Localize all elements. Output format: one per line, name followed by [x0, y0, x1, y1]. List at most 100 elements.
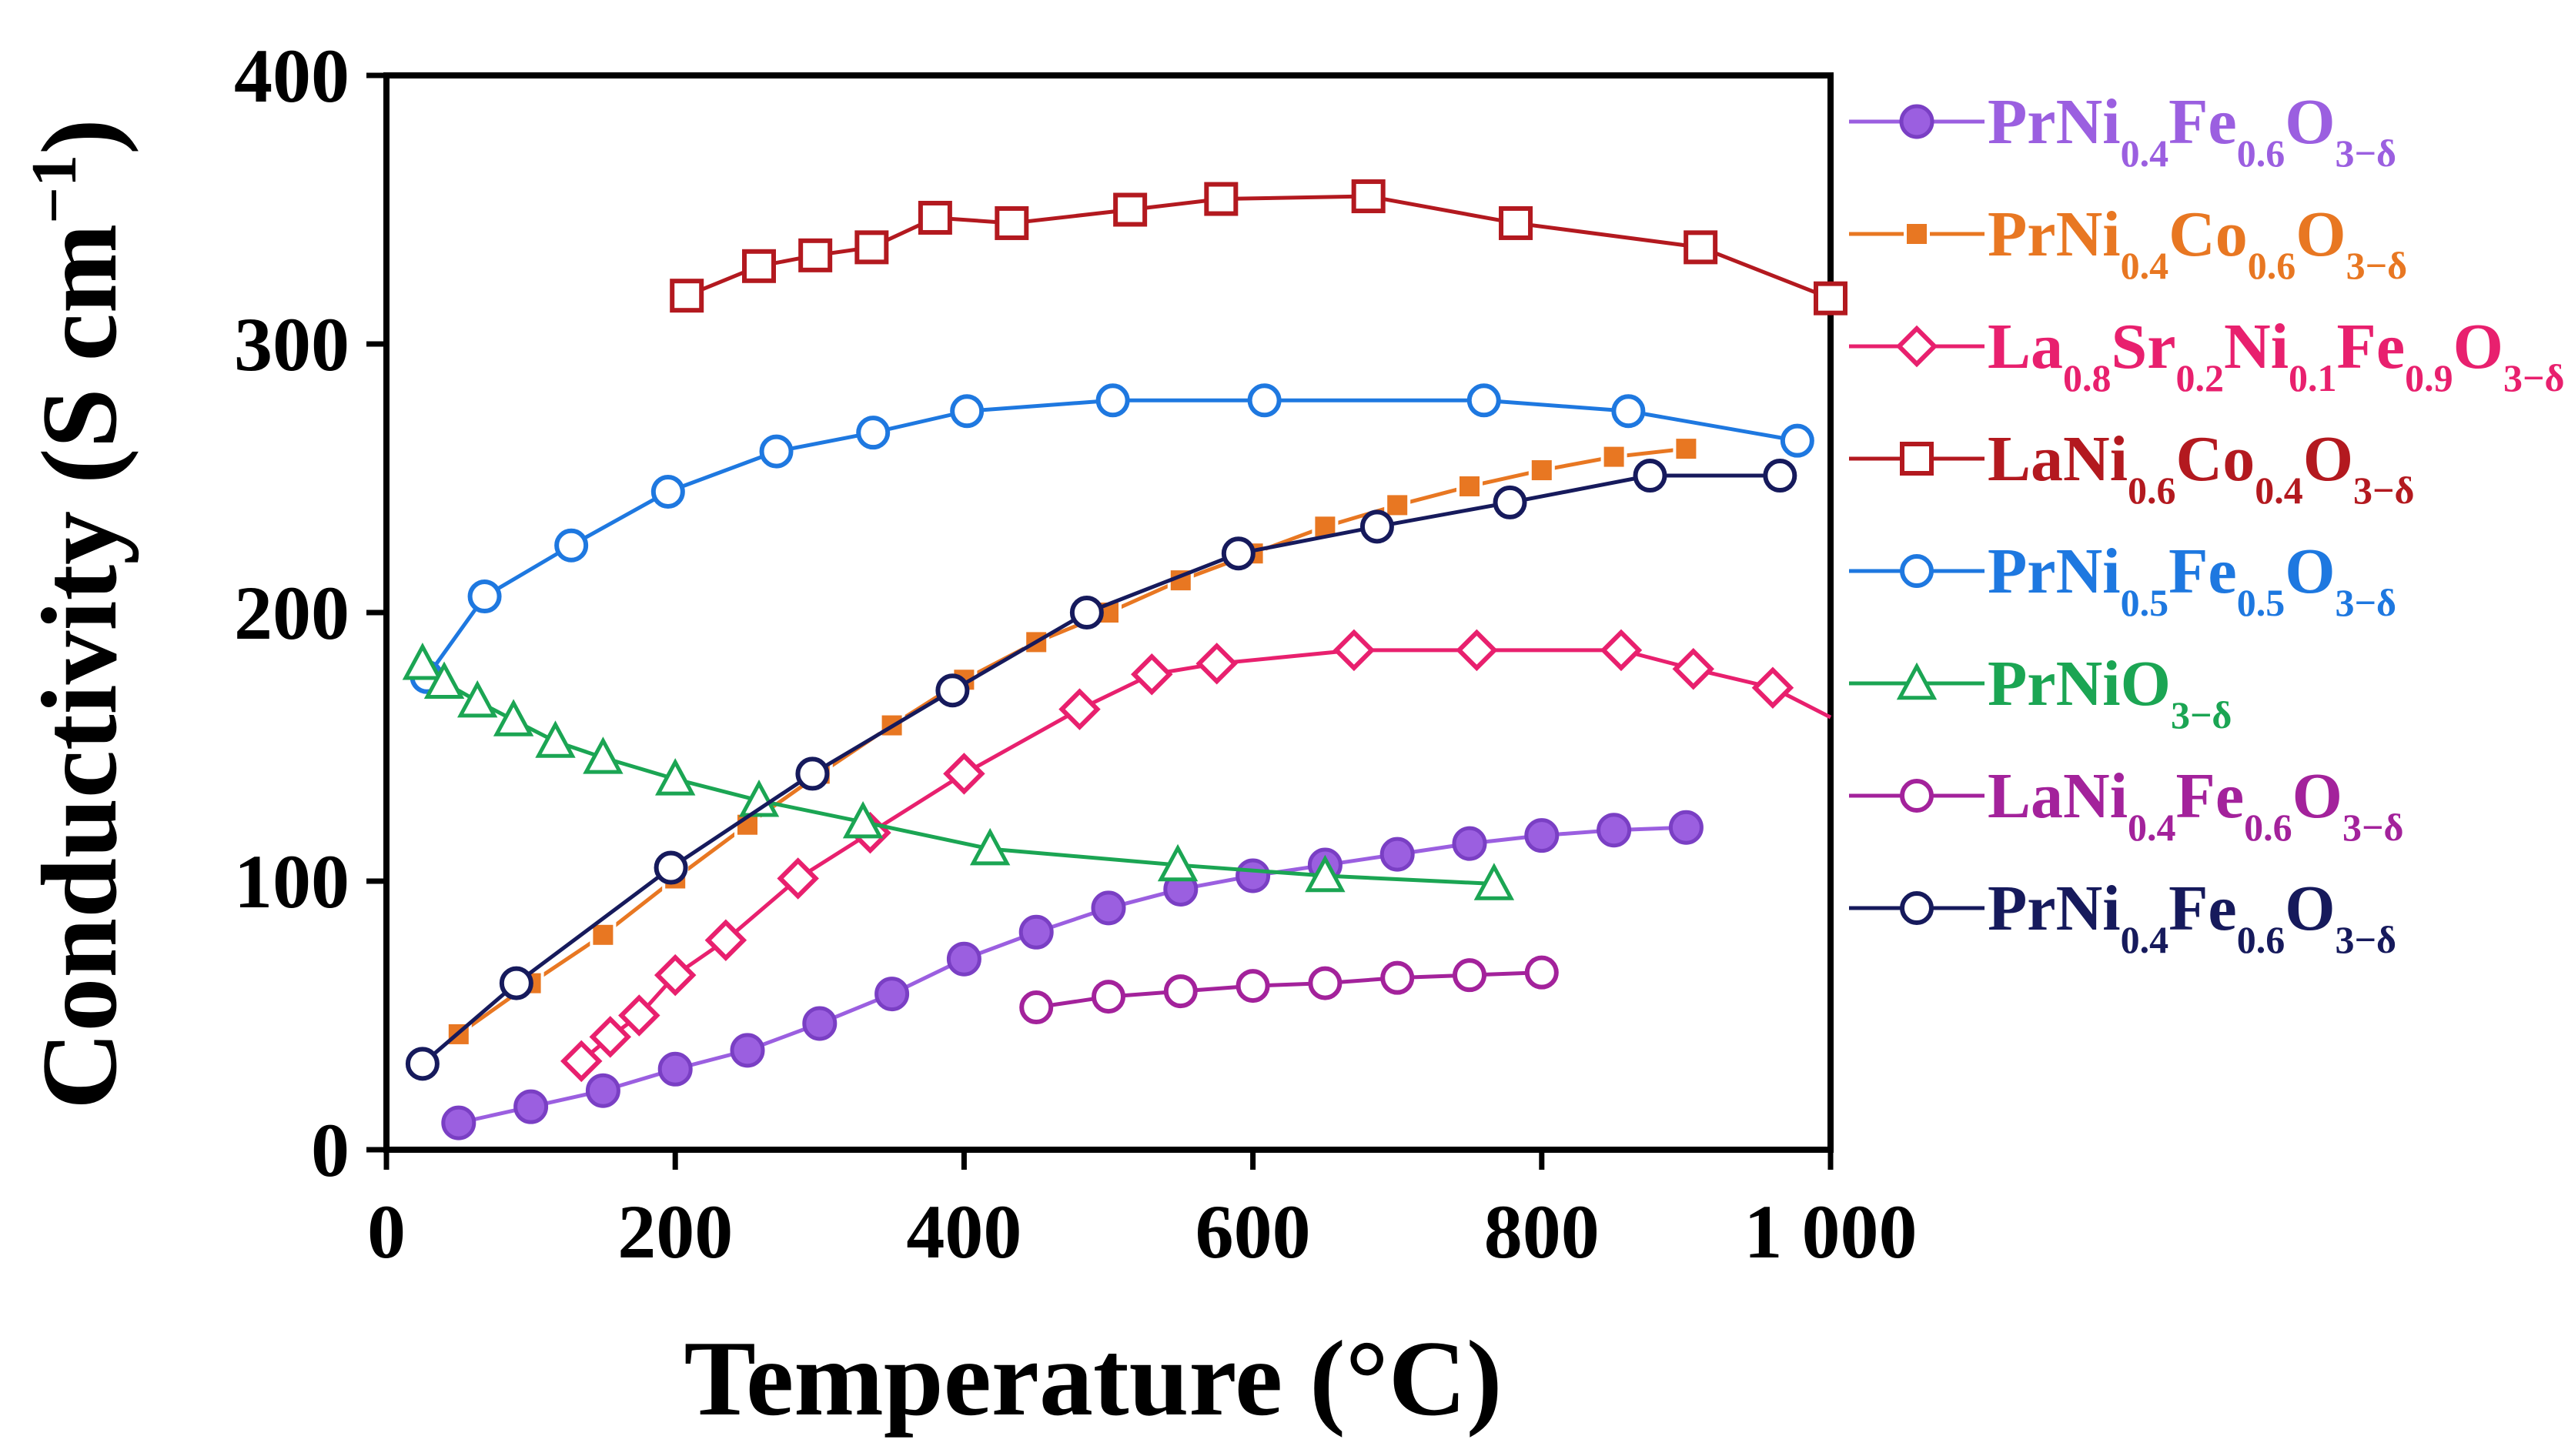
- data-point-prni04co06: [1528, 457, 1555, 484]
- legend-label-part: Fe: [2168, 86, 2237, 158]
- legend-label-part: Fe: [2168, 873, 2237, 944]
- data-point-prni04fe06-filled: [657, 1051, 693, 1087]
- legend-item-lani06co04: LaNi0.6Co0.4O3−δ: [1849, 423, 2415, 512]
- y-tick-label: 0: [311, 1107, 349, 1193]
- series-prni05fe05: [410, 383, 1814, 694]
- data-point-prni04fe06-filled: [1018, 914, 1054, 950]
- data-point-prni04fe06-filled: [946, 941, 981, 977]
- data-point-prni05fe05: [1780, 423, 1814, 458]
- legend-label: LaNi0.6Co0.4O3−δ: [1988, 423, 2415, 512]
- legend-label-part: O: [2303, 423, 2353, 495]
- data-point-la08sr02ni01fe09: [777, 857, 819, 900]
- data-point-lani06co04: [1814, 281, 1847, 316]
- data-point-prni04fe06-filled: [1236, 858, 1271, 893]
- legend-label-part: PrNi: [1988, 536, 2121, 607]
- data-point-la08sr02ni01fe09: [1332, 629, 1376, 672]
- legend-label: La0.8Sr0.2Ni0.1Fe0.9O3−δ: [1988, 311, 2564, 399]
- data-point-lani04fe06: [1019, 990, 1054, 1025]
- data-point-prni05fe05: [467, 579, 502, 614]
- legend-label-part: 0.4: [2121, 244, 2169, 287]
- series-prnio3: [402, 643, 1515, 900]
- data-point-prni05fe05: [1466, 383, 1501, 418]
- data-point-la08sr02ni01fe09: [618, 994, 660, 1037]
- legend-label-part: 0.6: [2237, 918, 2285, 961]
- axes: 0 200 400 600 800 1 000 0 100 200 300 400: [234, 33, 1918, 1274]
- legend-label-part: 0.4: [2255, 469, 2303, 512]
- legend-label-part: 3−δ: [2336, 132, 2396, 175]
- legend-label: PrNi0.4Fe0.6O3−δ: [1988, 86, 2396, 175]
- data-point-lani04fe06: [1524, 955, 1559, 990]
- legend-item-prni04fe06-filled: PrNi0.4Fe0.6O3−δ: [1849, 86, 2396, 175]
- data-point-la08sr02ni01fe09: [1672, 648, 1715, 690]
- data-point-prni04fe06-open: [935, 673, 970, 708]
- data-point-prni04fe06-filled: [1668, 810, 1704, 845]
- legend-label-part: O: [2295, 199, 2346, 270]
- data-point-lani04fe06: [1163, 974, 1198, 1009]
- y-axis-title-main: Conductivity (S cm: [20, 224, 139, 1110]
- series-line-prni04fe06-open: [421, 473, 1781, 1066]
- data-point-prni05fe05: [1247, 383, 1282, 418]
- data-point-lani06co04: [854, 230, 889, 265]
- y-tick-label: 400: [234, 33, 349, 119]
- data-point-prnio3: [842, 800, 884, 839]
- data-point-prni04co06: [1673, 436, 1700, 463]
- data-point-lani04fe06: [1453, 958, 1486, 993]
- data-point-la08sr02ni01fe09: [1195, 643, 1238, 685]
- data-point-prni04fe06-open: [405, 1047, 440, 1081]
- legend-label-part: 0.6: [2237, 132, 2285, 175]
- legend-label-part: O: [2292, 760, 2342, 832]
- legend-label-part: Fe: [2337, 311, 2406, 382]
- legend-item-prni04co06: PrNi0.4Co0.6O3−δ: [1849, 199, 2407, 287]
- x-tick-label: 400: [906, 1189, 1022, 1274]
- legend-label-part: PrNiO: [1988, 648, 2171, 720]
- legend-item-lani04fe06: LaNi0.4Fe0.6O3−δ: [1849, 760, 2403, 849]
- legend-label-part: 3−δ: [2171, 693, 2232, 736]
- data-point-prnio3: [535, 720, 576, 758]
- legend-marker: [1895, 325, 1938, 368]
- legend-label-part: 3−δ: [2342, 806, 2403, 849]
- data-point-prni04fe06-open: [1359, 509, 1394, 544]
- legend-label: PrNiO3−δ: [1988, 648, 2232, 736]
- data-point-prni04fe06-open: [499, 966, 533, 1000]
- data-point-lani04fe06: [1092, 980, 1125, 1014]
- legend-label-part: O: [2285, 86, 2335, 158]
- legend-marker: [1900, 442, 1934, 476]
- data-point-prnio3: [1157, 843, 1199, 882]
- data-point-la08sr02ni01fe09: [560, 1040, 603, 1083]
- data-point-prni04fe06-open: [1069, 596, 1104, 629]
- data-point-la08sr02ni01fe09: [704, 919, 747, 962]
- legend-label-part: 0.4: [2121, 918, 2169, 961]
- data-point-prni05fe05: [554, 528, 589, 563]
- data-point-lani06co04: [1113, 192, 1148, 227]
- legend-item-la08sr02ni01fe09: La0.8Sr0.2Ni0.1Fe0.9O3−δ: [1849, 311, 2564, 399]
- data-point-prni05fe05: [759, 434, 794, 469]
- data-point-la08sr02ni01fe09: [589, 1016, 632, 1058]
- legend-label: PrNi0.4Fe0.6O3−δ: [1988, 873, 2396, 961]
- data-point-la08sr02ni01fe09: [1751, 666, 1794, 709]
- data-point-prni04fe06-filled: [874, 977, 910, 1012]
- legend-label-part: LaNi: [1988, 760, 2128, 832]
- y-axis-title-end: ): [20, 119, 139, 155]
- data-point-prni04fe06-filled: [441, 1105, 476, 1140]
- series-line-la08sr02ni01fe09: [580, 648, 1832, 1063]
- legend-label-part: 3−δ: [2336, 581, 2396, 624]
- series-line-prni05fe05: [425, 398, 1798, 679]
- legend-label-part: PrNi: [1988, 199, 2121, 270]
- data-point-prnio3: [1305, 854, 1346, 893]
- series-lani06co04: [670, 179, 1847, 316]
- legend-label-part: Co: [2176, 423, 2255, 495]
- y-tick-label: 300: [234, 302, 349, 387]
- data-point-prni05fe05: [950, 394, 985, 429]
- legend-label-part: 0.1: [2289, 356, 2337, 399]
- data-point-prnio3: [969, 827, 1011, 866]
- legend-label-part: LaNi: [1988, 423, 2128, 495]
- data-point-lani06co04: [918, 200, 952, 235]
- data-point-lani06co04: [670, 279, 704, 313]
- legend-label: PrNi0.4Co0.6O3−δ: [1988, 199, 2407, 287]
- data-point-prni04fe06-filled: [1597, 813, 1632, 848]
- legend-marker: [1899, 104, 1934, 139]
- data-point-lani06co04: [1499, 205, 1533, 240]
- plot-series: [402, 179, 1847, 1140]
- legend-label-part: 3−δ: [2503, 356, 2564, 399]
- legend-label-part: Ni: [2224, 311, 2289, 382]
